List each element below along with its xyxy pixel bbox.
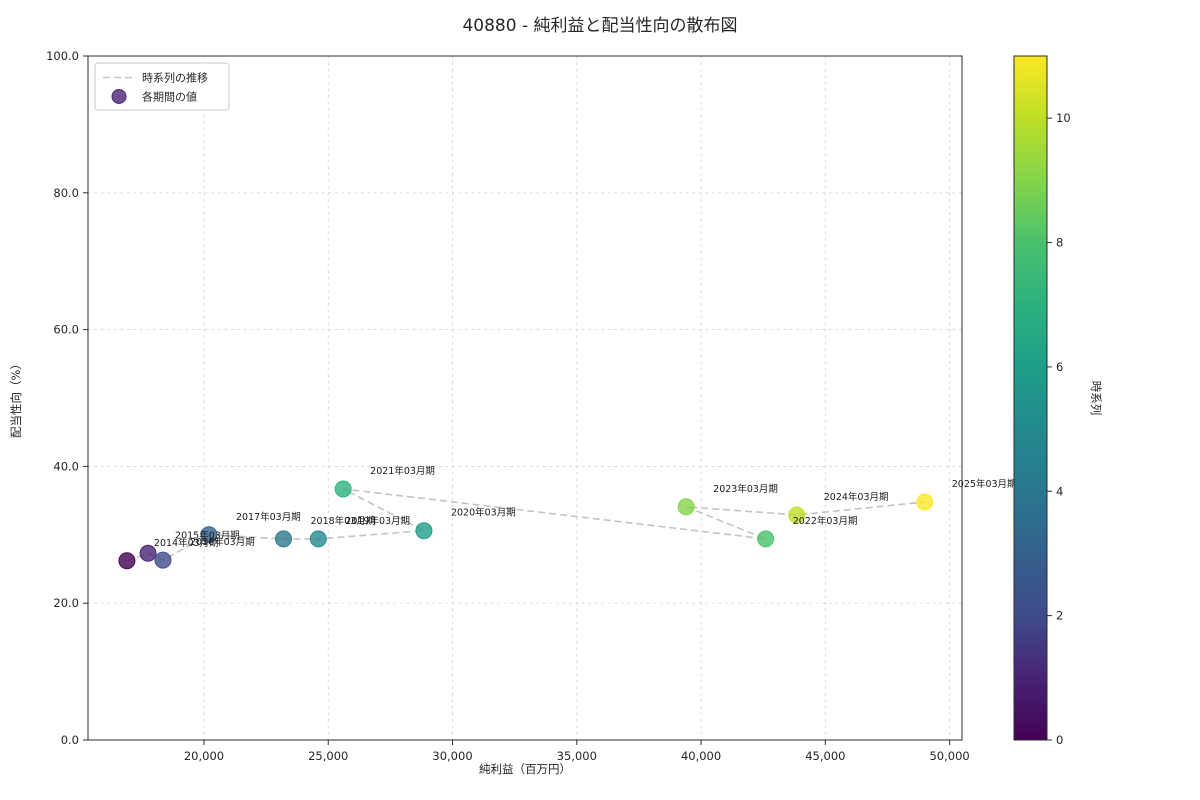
y-tick-label: 80.0 (53, 186, 79, 200)
y-tick-label: 40.0 (53, 459, 79, 473)
x-tick-label: 20,000 (184, 749, 224, 763)
point-label: 2021年03月期 (370, 465, 435, 477)
data-point (677, 498, 695, 516)
point-label: 2025年03月期 (952, 478, 1017, 490)
data-point (275, 530, 293, 548)
chart-title: 40880 - 純利益と配当性向の散布図 (462, 16, 737, 36)
y-tick-label: 20.0 (53, 596, 79, 610)
point-label: 2022年03月期 (793, 515, 858, 527)
colorbar-tick-label: 2 (1056, 609, 1063, 623)
x-tick-label: 35,000 (557, 749, 597, 763)
x-tick-label: 50,000 (929, 749, 969, 763)
point-label: 2018年03月期 (311, 515, 376, 527)
point-label: 2023年03月期 (713, 483, 778, 495)
data-point (415, 522, 433, 540)
data-point (309, 530, 327, 548)
point-label: 2017年03月期 (236, 511, 301, 523)
colorbar-label: 時系列 (1089, 381, 1103, 416)
legend-box (94, 62, 230, 111)
point-label: 2024年03月期 (824, 491, 889, 503)
colorbar-tick-label: 8 (1056, 236, 1063, 250)
x-tick-label: 40,000 (681, 749, 721, 763)
data-point (200, 526, 218, 544)
data-point (154, 551, 172, 569)
data-point (139, 544, 157, 562)
colorbar-tick-label: 10 (1056, 111, 1071, 125)
y-axis-label: 配当性向（%） (9, 358, 23, 438)
y-tick-label: 0.0 (61, 733, 79, 747)
colorbar-tick-label: 4 (1056, 484, 1063, 498)
plot-border (87, 55, 963, 741)
legend-dot-sample (111, 89, 127, 104)
data-point (916, 493, 934, 511)
y-tick-label: 100.0 (46, 49, 79, 63)
x-axis-label: 純利益（百万円） (479, 762, 571, 776)
point-label: 2015年03月期 (175, 529, 240, 541)
colorbar-border (1013, 55, 1048, 741)
data-point (334, 480, 352, 498)
colorbar (1014, 56, 1047, 740)
x-tick-label: 45,000 (805, 749, 845, 763)
data-point (118, 552, 136, 570)
data-point (788, 506, 806, 524)
data-point (757, 530, 775, 548)
x-tick-label: 30,000 (432, 749, 472, 763)
point-label: 2019年03月期 (345, 515, 410, 527)
legend-label-marker: 各期間の値 (142, 90, 197, 104)
point-label: 2016年03月期 (190, 536, 255, 548)
colorbar-tick-label: 0 (1056, 733, 1063, 747)
colorbar-tick-label: 6 (1056, 360, 1063, 374)
x-tick-label: 25,000 (308, 749, 348, 763)
point-label: 2020年03月期 (451, 507, 516, 519)
legend-label-line: 時系列の推移 (142, 71, 208, 85)
y-tick-label: 60.0 (53, 323, 79, 337)
point-label: 2014年03月期 (154, 537, 219, 549)
